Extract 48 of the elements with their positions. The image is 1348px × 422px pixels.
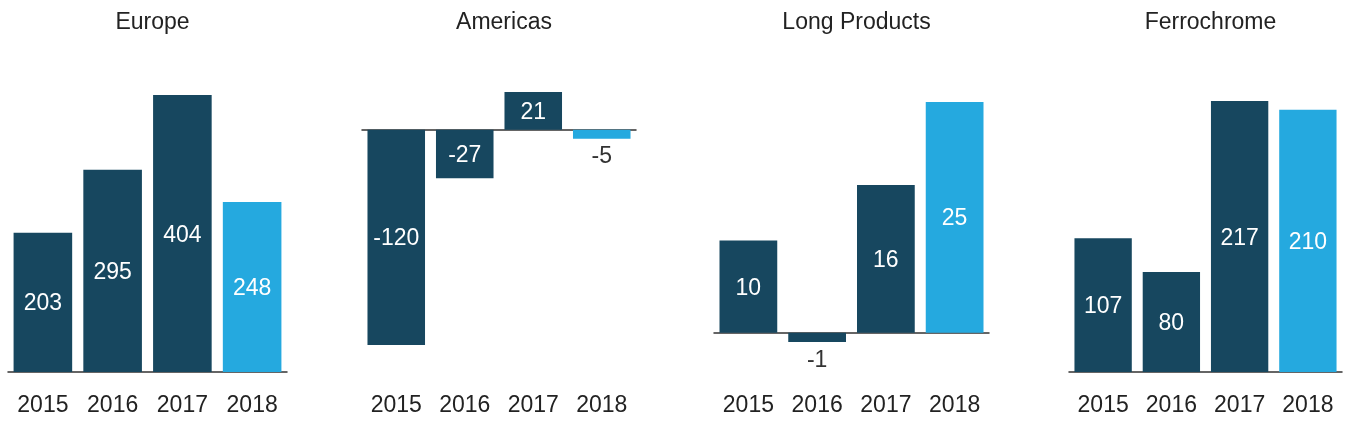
bar (719, 240, 778, 333)
x-tick-label: 2017 (156, 390, 208, 417)
data-label: 10 (735, 273, 762, 300)
data-label: -1 (806, 345, 828, 372)
x-tick-label: 2015 (370, 390, 422, 417)
x-tick-label: 2018 (576, 390, 628, 417)
bar (925, 102, 984, 333)
chart-title: Long Products (782, 7, 931, 34)
x-tick-label: 2016 (1145, 390, 1197, 417)
data-label: 203 (23, 289, 63, 316)
chart-title: Ferrochrome (1144, 7, 1277, 34)
x-tick-label: 2018 (1282, 390, 1334, 417)
bar (1142, 272, 1201, 372)
bar (1074, 238, 1132, 372)
bar (13, 232, 73, 372)
bar (857, 185, 915, 333)
bar (1279, 109, 1337, 372)
x-tick-label: 2016 (87, 390, 139, 417)
bar (788, 332, 846, 342)
x-tick-label: 2015 (1077, 390, 1129, 417)
x-tick-label: 2018 (929, 390, 981, 417)
data-label: 25 (941, 204, 968, 231)
data-label: 295 (93, 257, 132, 284)
x-tick-label: 2016 (791, 390, 843, 417)
x-tick-label: 2017 (507, 390, 559, 417)
chart-title: Americas (456, 7, 552, 34)
x-tick-label: 2018 (226, 390, 278, 417)
x-tick-label: 2015 (722, 390, 774, 417)
bar (222, 201, 282, 372)
data-label: 404 (163, 220, 202, 247)
bar (153, 95, 212, 372)
data-label: 16 (873, 245, 899, 272)
data-label: -120 (373, 224, 420, 251)
x-tick-label: 2017 (1214, 390, 1266, 417)
chart-title: Europe (115, 7, 190, 34)
data-label: 80 (1158, 309, 1185, 336)
data-label: 21 (520, 97, 547, 124)
x-tick-label: 2015 (17, 390, 69, 417)
data-label: -5 (591, 142, 612, 169)
data-label: 107 (1083, 292, 1123, 319)
x-tick-label: 2016 (439, 390, 491, 417)
bar (83, 169, 142, 372)
data-label: 210 (1288, 227, 1328, 254)
data-label: -27 (448, 140, 482, 167)
data-label: 217 (1220, 223, 1259, 250)
bar (1210, 101, 1269, 372)
data-label: 248 (232, 273, 272, 300)
x-tick-label: 2017 (860, 390, 912, 417)
